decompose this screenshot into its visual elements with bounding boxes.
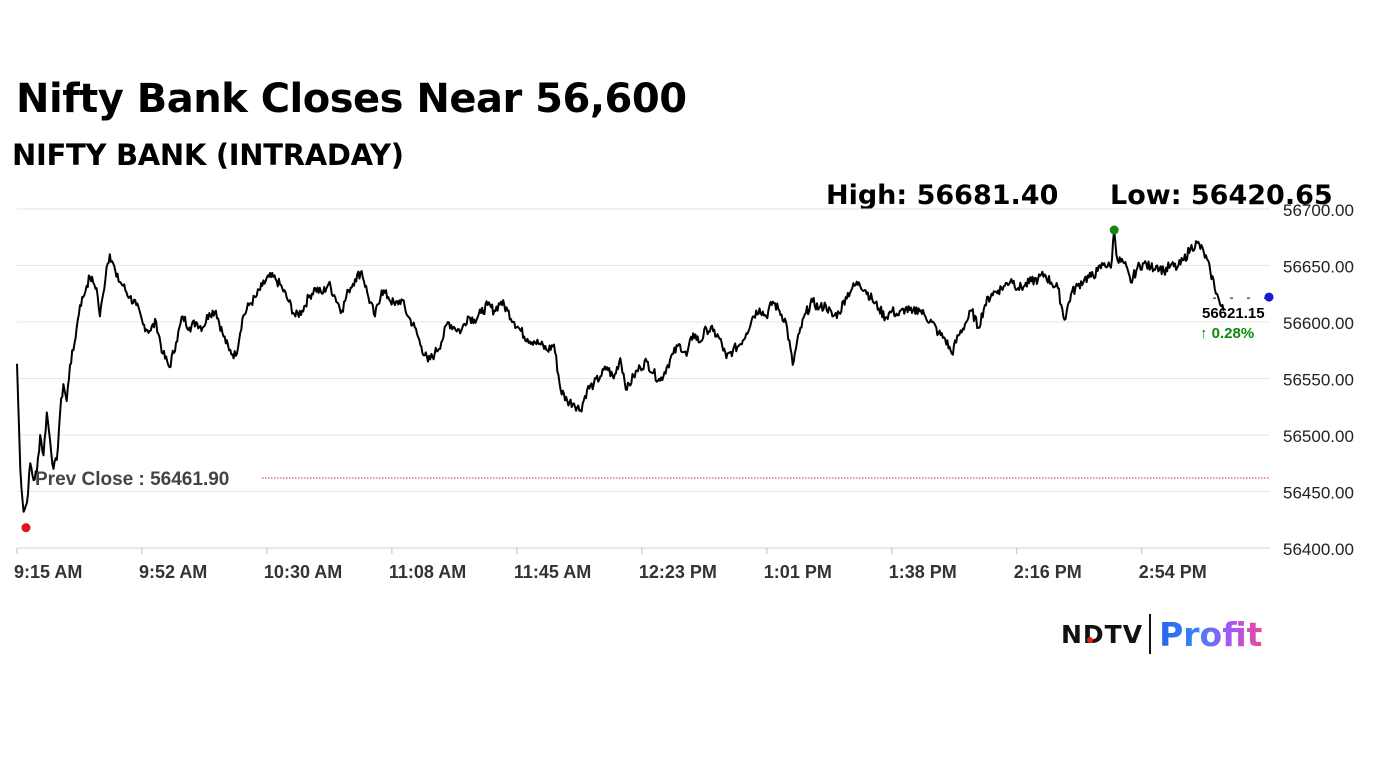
y-tick-label: 56400.00	[1283, 540, 1354, 559]
x-tick-label: 9:15 AM	[14, 562, 82, 582]
chart-gridlines	[17, 208, 1270, 549]
x-tick-label: 1:38 PM	[889, 562, 957, 582]
high-value: High: 56681.40	[826, 180, 1059, 211]
last-value-label: 56621.15	[1202, 305, 1265, 322]
ndtv-wordmark: NDTV	[1061, 620, 1143, 649]
chart-markers: 56621.15 ↑ 0.28%	[21, 225, 1274, 533]
y-tick-label: 56650.00	[1283, 258, 1354, 277]
x-tick-label: 1:01 PM	[764, 562, 832, 582]
x-tick-label: 10:30 AM	[264, 562, 342, 582]
logo-dot-icon	[1087, 636, 1093, 643]
low-marker	[21, 523, 31, 533]
logo-divider	[1149, 614, 1152, 654]
ndtv-text: NDTV	[1061, 619, 1144, 649]
x-tick-label: 12:23 PM	[639, 562, 717, 582]
ndtv-profit-logo: NDTV Profit	[1061, 612, 1262, 656]
y-tick-label: 56600.00	[1283, 314, 1354, 333]
x-tick-label: 2:16 PM	[1014, 562, 1082, 582]
chart-series	[16, 229, 1225, 513]
x-tick-label: 11:45 AM	[514, 562, 591, 582]
y-tick-label: 56450.00	[1283, 484, 1354, 503]
y-tick-label: 56550.00	[1283, 371, 1354, 390]
chart-subtitle: NIFTY BANK (INTRADAY)	[12, 138, 404, 172]
y-tick-label: 56500.00	[1283, 427, 1354, 446]
price-line	[16, 229, 1225, 513]
x-tick-label: 2:54 PM	[1139, 562, 1207, 582]
prev-close-label: Prev Close : 56461.90	[35, 469, 229, 490]
change-percent-label: ↑ 0.28%	[1200, 325, 1254, 342]
high-marker	[1109, 225, 1119, 235]
last-marker	[1264, 292, 1274, 302]
y-tick-label: 56700.00	[1283, 201, 1354, 220]
x-tick-label: 11:08 AM	[389, 562, 466, 582]
profit-wordmark: Profit	[1159, 614, 1263, 654]
x-tick-label: 9:52 AM	[139, 562, 207, 582]
chart-axes: 56400.00 56450.00 56500.00 56550.00 56600.00…	[14, 201, 1354, 582]
headline: Nifty Bank Closes Near 56,600	[16, 76, 687, 122]
low-value: Low: 56420.65	[1110, 180, 1333, 211]
